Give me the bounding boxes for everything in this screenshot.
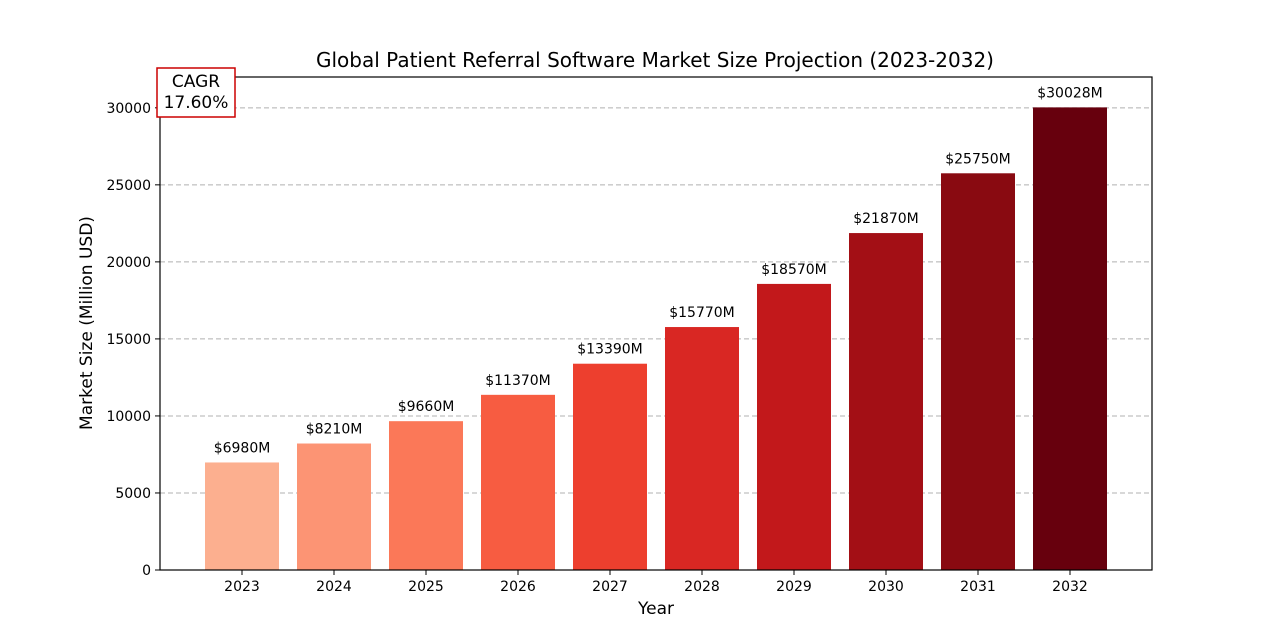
x-tick-label: 2030 (868, 579, 904, 595)
chart-title: Global Patient Referral Software Market … (316, 48, 994, 72)
x-tick-label: 2027 (592, 579, 628, 595)
cagr-box (156, 67, 236, 118)
cagr-annotation: CAGR 17.60% (156, 67, 236, 118)
bar-2031 (941, 173, 1015, 570)
y-tick-label: 30000 (106, 101, 151, 117)
y-tick-label: 20000 (106, 255, 151, 271)
data-labels: $6980M $8210M $9660M $11370M $13390M $15770M $… (214, 85, 1103, 456)
bar-2027 (573, 363, 647, 570)
x-axis-ticks: 2023 2024 2025 2026 2027 2028 2029 2030 2031 2032 (224, 570, 1088, 595)
y-axis-title: Market Size (Million USD) (77, 216, 97, 430)
bar-2029 (757, 283, 831, 570)
y-axis-ticks: 0 5000 10000 15000 20000 25000 30000 (106, 101, 160, 579)
x-tick-label: 2028 (684, 579, 720, 595)
y-tick-label: 5000 (115, 486, 151, 502)
data-label-2030: $21870M (853, 211, 919, 227)
cagr-value: 17.60% (164, 93, 229, 113)
y-tick-label: 25000 (106, 178, 151, 194)
data-label-2028: $15770M (669, 305, 735, 321)
bar-2030 (849, 233, 923, 570)
cagr-label: CAGR (172, 72, 220, 92)
x-tick-label: 2024 (316, 579, 352, 595)
bar-2025 (389, 421, 463, 570)
data-label-2032: $30028M (1037, 85, 1103, 101)
data-label-2025: $9660M (398, 399, 455, 415)
x-tick-label: 2023 (224, 579, 260, 595)
plot-frame (159, 76, 1153, 571)
y-tick-label: 15000 (106, 332, 151, 348)
data-label-2029: $18570M (761, 262, 827, 278)
data-label-2031: $25750M (945, 151, 1011, 167)
data-label-2026: $11370M (485, 373, 551, 389)
x-tick-label: 2032 (1052, 579, 1088, 595)
bar-2032 (1033, 107, 1107, 570)
bar-2023 (205, 462, 279, 570)
data-label-2027: $13390M (577, 342, 643, 358)
x-tick-label: 2026 (500, 579, 536, 595)
x-tick-label: 2031 (960, 579, 996, 595)
x-tick-label: 2025 (408, 579, 444, 595)
data-label-2023: $6980M (214, 440, 271, 456)
y-tick-label: 10000 (106, 409, 151, 425)
x-tick-label: 2029 (776, 579, 812, 595)
x-axis-title: Year (637, 599, 674, 619)
y-tick-label: 0 (142, 563, 151, 579)
data-label-2024: $8210M (306, 422, 363, 438)
bar-2026 (481, 394, 555, 570)
bar-2028 (665, 327, 739, 570)
bars (205, 107, 1107, 570)
bar-2024 (297, 443, 371, 570)
